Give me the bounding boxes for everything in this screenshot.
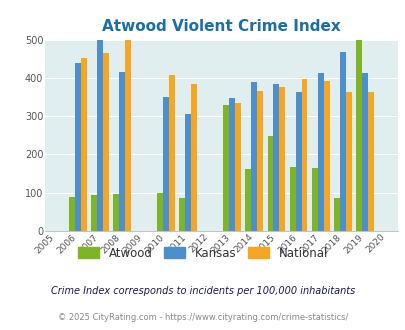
Bar [245, 169, 251, 231]
Text: © 2025 CityRating.com - https://www.cityrating.com/crime-statistics/: © 2025 CityRating.com - https://www.city… [58, 313, 347, 322]
Bar [295, 92, 301, 231]
Bar [229, 98, 235, 231]
Bar [102, 53, 109, 231]
Bar [333, 198, 339, 231]
Bar [91, 195, 97, 231]
Bar [235, 103, 241, 231]
Bar [157, 193, 163, 231]
Bar [339, 52, 345, 231]
Bar [97, 38, 102, 231]
Bar [168, 75, 175, 231]
Bar [163, 97, 168, 231]
Legend: Atwood, Kansas, National: Atwood, Kansas, National [77, 247, 328, 260]
Bar [317, 73, 323, 231]
Bar [191, 83, 196, 231]
Bar [257, 91, 263, 231]
Bar [81, 58, 87, 231]
Bar [279, 87, 285, 231]
Bar [361, 73, 367, 231]
Bar [301, 79, 307, 231]
Bar [179, 198, 185, 231]
Bar [185, 114, 191, 231]
Title: Atwood Violent Crime Index: Atwood Violent Crime Index [102, 19, 340, 34]
Bar [119, 72, 125, 231]
Bar [223, 105, 229, 231]
Bar [355, 40, 361, 231]
Bar [75, 63, 81, 231]
Bar [69, 197, 75, 231]
Bar [345, 92, 351, 231]
Text: Crime Index corresponds to incidents per 100,000 inhabitants: Crime Index corresponds to incidents per… [51, 286, 354, 296]
Bar [323, 81, 329, 231]
Bar [113, 194, 119, 231]
Bar [125, 40, 130, 231]
Bar [367, 92, 373, 231]
Bar [311, 168, 317, 231]
Bar [273, 83, 279, 231]
Bar [251, 82, 257, 231]
Bar [267, 136, 273, 231]
Bar [289, 167, 295, 231]
